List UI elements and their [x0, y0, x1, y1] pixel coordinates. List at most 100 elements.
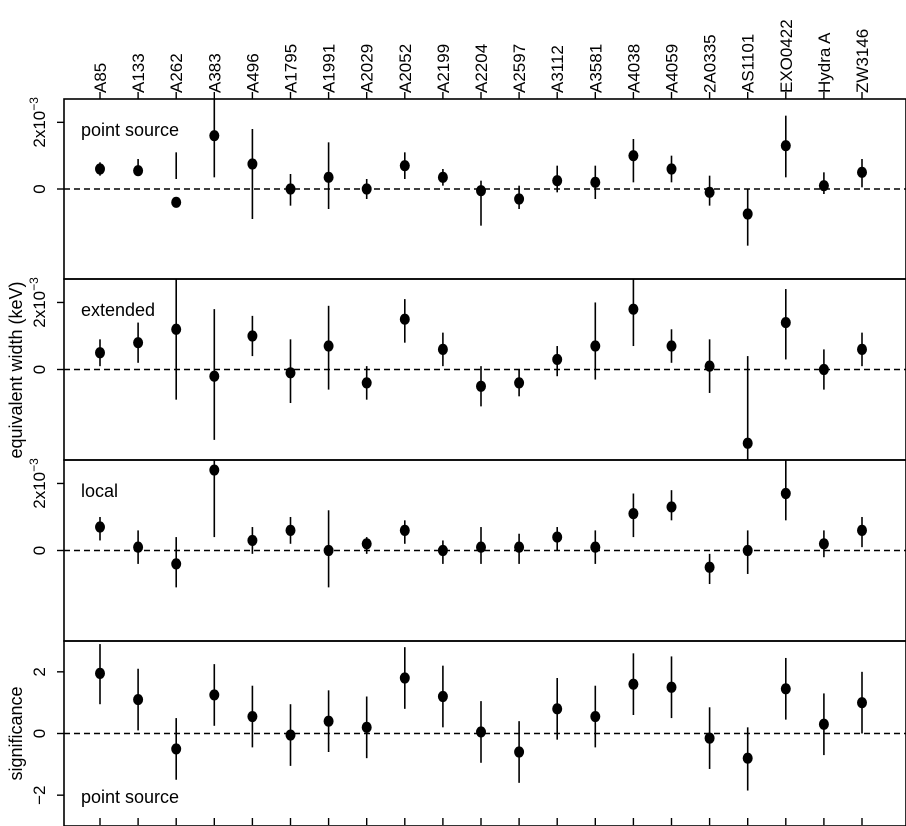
data-point — [552, 531, 563, 543]
y-tick-label: −2 — [30, 785, 49, 804]
data-point — [514, 377, 525, 389]
data-point — [780, 487, 791, 500]
category-label: ZW3146 — [853, 29, 872, 93]
category-label: A2052 — [396, 44, 415, 93]
category-label: 2A0335 — [701, 34, 720, 93]
data-point — [361, 538, 372, 550]
category-label: A496 — [243, 53, 262, 93]
data-point — [628, 150, 639, 162]
data-point — [742, 208, 753, 220]
data-point — [514, 193, 525, 205]
data-point — [704, 561, 715, 573]
data-point — [399, 160, 410, 172]
data-point — [247, 534, 258, 547]
data-point — [476, 726, 486, 738]
data-point — [857, 697, 867, 709]
data-point — [323, 544, 334, 557]
data-point — [476, 185, 486, 197]
data-point — [437, 690, 448, 703]
data-point — [209, 130, 220, 142]
data-point — [209, 689, 220, 701]
data-point — [742, 752, 753, 764]
data-point — [552, 353, 563, 366]
data-point — [628, 303, 639, 315]
y-tick-label: 2 — [30, 667, 49, 676]
data-point — [704, 186, 715, 198]
category-label: A262 — [167, 53, 186, 93]
data-point — [285, 183, 296, 195]
category-label: A85 — [91, 63, 110, 93]
data-point — [742, 544, 753, 557]
data-point — [247, 330, 258, 342]
data-point — [95, 667, 105, 679]
category-label: EXO0422 — [777, 19, 796, 93]
data-point — [742, 437, 753, 449]
y-tick-label-base: 2x10 — [30, 111, 49, 148]
data-point — [590, 176, 601, 188]
data-point — [247, 710, 258, 723]
data-point — [133, 693, 144, 706]
data-point — [95, 521, 105, 533]
data-point — [590, 340, 601, 352]
y-tick-label-exponent: −3 — [27, 458, 41, 472]
data-point — [590, 541, 601, 553]
category-label: A1795 — [282, 44, 301, 93]
data-point — [666, 340, 677, 352]
data-point — [780, 683, 791, 695]
y-tick-label: 2x10−3 — [27, 97, 49, 148]
data-point — [209, 464, 220, 476]
data-point — [171, 558, 182, 570]
y-tick-label: 2x10−3 — [27, 458, 49, 509]
data-point — [285, 524, 296, 536]
data-point — [133, 337, 144, 349]
data-point — [666, 163, 677, 175]
y-tick-label-base: 2x10 — [30, 291, 49, 328]
y-tick-label: 0 — [30, 729, 49, 738]
y-tick-label: 2x10−3 — [27, 277, 49, 328]
data-point — [361, 721, 372, 733]
category-label: AS1101 — [739, 34, 758, 93]
data-point — [628, 678, 639, 690]
category-label: A2029 — [358, 44, 377, 93]
data-point — [247, 158, 258, 170]
data-point — [437, 171, 448, 183]
category-label: A4038 — [624, 44, 643, 93]
data-point — [323, 715, 334, 727]
data-point — [628, 508, 639, 520]
y-tick-label: 0 — [30, 184, 49, 193]
data-point — [285, 367, 296, 379]
y-tick-label-exponent: −3 — [27, 277, 41, 291]
data-point — [171, 743, 182, 755]
category-label: A383 — [205, 53, 224, 93]
y-tick-label-exponent: −3 — [27, 97, 41, 111]
data-point — [780, 140, 791, 152]
data-point — [399, 524, 410, 536]
y-tick-label: 0 — [30, 546, 49, 555]
category-label: A1991 — [320, 44, 339, 93]
data-point — [399, 313, 410, 325]
data-point — [780, 316, 791, 329]
data-point — [95, 163, 105, 175]
category-label: A2199 — [434, 44, 453, 93]
category-label: A4059 — [663, 44, 682, 93]
data-point — [323, 171, 334, 183]
data-point — [209, 370, 220, 382]
data-point — [476, 380, 486, 392]
category-label: A2597 — [510, 44, 529, 93]
panel-label: extended — [81, 300, 155, 320]
data-point — [361, 377, 372, 389]
data-point — [857, 524, 867, 536]
y-axis-label-significance: significance — [6, 686, 26, 780]
data-point — [514, 541, 525, 553]
data-point — [552, 703, 563, 715]
data-point — [818, 718, 829, 730]
data-point — [361, 183, 372, 195]
y-tick-label-base: 2x10 — [30, 472, 49, 509]
panel-label: point source — [81, 787, 179, 807]
data-point — [590, 710, 601, 723]
data-point — [476, 541, 486, 553]
data-point — [818, 538, 829, 550]
data-point — [323, 340, 334, 352]
y-axis-label: equivalent width (keV) — [6, 281, 26, 458]
